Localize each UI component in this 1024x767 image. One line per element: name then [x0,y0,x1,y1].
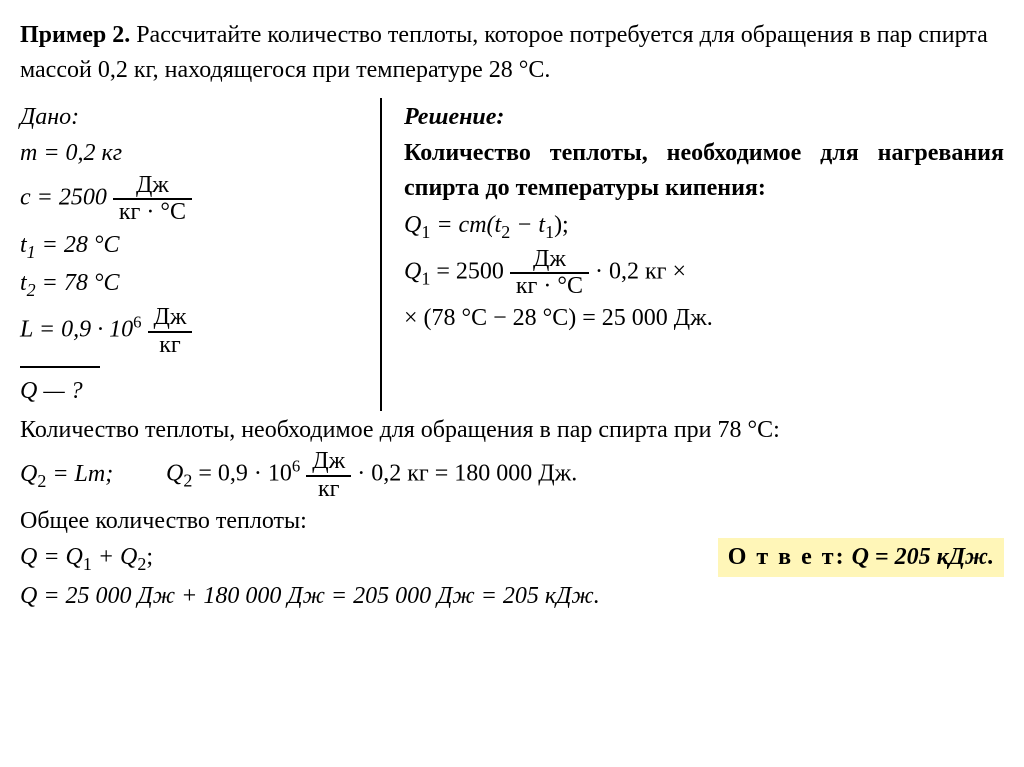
solution-heading: Решение: [404,100,1004,135]
eq2-q: Q [404,259,421,285]
solution-eq2: Q1 = 2500 Дж кг · °С · 0,2 кг × [404,247,1004,299]
q2-rhs-suffix: · 0,2 кг = 180 000 Дж. [357,461,577,487]
c-unit-frac: Дж кг · °С [113,173,192,225]
q-final: Q = 25 000 Дж + 180 000 Дж = 205 000 Дж … [20,579,1004,614]
t1-sub: 1 [27,241,36,261]
columns: Дано: m = 0,2 кг c = 2500 Дж кг · °С t1 … [20,98,1004,411]
eq2-frac: Дж кг · °С [510,247,589,299]
given-m: m = 0,2 кг [20,136,362,171]
t2-sub: 2 [27,280,36,300]
q2-line: Q2 = Lm; Q2 = 0,9 · 106 Дж кг · 0,2 кг =… [20,449,1004,501]
q-total-sub1: 1 [83,554,92,574]
t1-lhs: t [20,232,27,258]
given-c: c = 2500 Дж кг · °С [20,173,362,225]
t2-lhs: t [20,270,27,296]
eq1-mid: − t [510,212,545,238]
given-L: L = 0,9 · 106 Дж кг [20,305,362,357]
answer-box: О т в е т: Q = 205 кДж. [718,538,1004,577]
q-total-lhs: Q = Q [20,544,83,570]
total-text: Общее количество теплоты: [20,504,1004,539]
text2: Количество теплоты, необходимое для обра… [20,413,1004,448]
eq1-rhs-a: = cm(t [430,212,501,238]
eq2-suffix: · 0,2 кг × [595,259,686,285]
q2-rhs-unit-num: Дж [306,449,351,476]
solution-text1: Количество теплоты, необходимое для нагр… [404,136,1004,206]
q2-lhs-rest: = Lm; [46,461,113,487]
problem-title: Пример 2. [20,22,130,48]
q-total-mid: + Q [92,544,138,570]
q2-rhs-unit-den: кг [306,477,351,502]
continued-section: Количество теплоты, необходимое для обра… [20,413,1004,615]
eq2-sub: 1 [421,268,430,288]
L-unit-num: Дж [148,305,193,332]
eq1-sub1: 1 [545,222,554,242]
t1-rhs: = 28 °С [36,232,120,258]
solution-eq3: × (78 °С − 28 °С) = 25 000 Дж. [404,301,1004,336]
L-prefix: L = 0,9 · 10 [20,317,133,343]
q2-rhs: Q2 = 0,9 · 106 Дж кг · 0,2 кг = 180 000 … [166,449,577,501]
t2-rhs: = 78 °С [36,270,120,296]
q2-rhs-frac: Дж кг [306,449,351,501]
answer-label: О т в е т: [728,544,846,570]
total-and-answer-line: Q = Q1 + Q2; О т в е т: Q = 205 кДж. [20,540,1004,577]
solution-eq1: Q1 = cm(t2 − t1); [404,208,1004,245]
q-total-end: ; [146,544,153,570]
given-heading: Дано: [20,100,362,135]
q2-rhs-prefix: = 0,9 · 10 [192,461,292,487]
given-q: Q — ? [20,374,362,409]
given-divider [20,366,100,368]
c-unit-num: Дж [113,173,192,200]
eq1-q: Q [404,212,421,238]
L-unit-den: кг [148,333,193,358]
c-unit-den: кг · °С [113,200,192,225]
problem-text: Рассчитайте количество теплоты, которое … [20,22,988,83]
q-total: Q = Q1 + Q2; [20,544,153,570]
answer-value: Q = 205 кДж. [846,544,994,570]
eq1-end: ); [554,212,569,238]
given-t2: t2 = 78 °С [20,266,362,303]
q2-rhs-q: Q [166,461,183,487]
q2-rhs-sub: 2 [183,471,192,491]
q2-rhs-exp: 6 [292,457,300,476]
q2-lhs-sub: 2 [37,471,46,491]
eq1-sub: 1 [421,222,430,242]
eq2-unit-den: кг · °С [510,274,589,299]
q2-lhs: Q2 = Lm; [20,457,160,494]
L-exp: 6 [133,313,141,332]
L-unit-frac: Дж кг [148,305,193,357]
q2-lhs-q: Q [20,461,37,487]
c-prefix: c = 2500 [20,185,107,211]
eq1-sub2: 2 [501,222,510,242]
eq2-prefix: = 2500 [430,259,504,285]
solution-column: Решение: Количество теплоты, необходимое… [380,98,1004,411]
eq2-unit-num: Дж [510,247,589,274]
problem-statement: Пример 2. Рассчитайте количество теплоты… [20,18,1004,88]
given-column: Дано: m = 0,2 кг c = 2500 Дж кг · °С t1 … [20,98,380,411]
given-t1: t1 = 28 °С [20,228,362,265]
